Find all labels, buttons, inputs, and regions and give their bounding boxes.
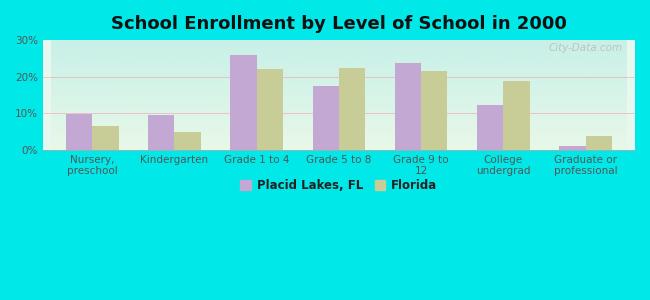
- Bar: [257, 69, 283, 150]
- Bar: [560, 146, 586, 150]
- Bar: [92, 126, 118, 150]
- Bar: [421, 71, 447, 150]
- Bar: [148, 115, 174, 150]
- Bar: [503, 81, 530, 150]
- Title: School Enrollment by Level of School in 2000: School Enrollment by Level of School in …: [111, 15, 567, 33]
- Bar: [313, 86, 339, 150]
- Bar: [66, 114, 92, 150]
- Legend: Placid Lakes, FL, Florida: Placid Lakes, FL, Florida: [235, 174, 443, 197]
- Bar: [477, 105, 503, 150]
- Bar: [339, 68, 365, 150]
- Bar: [230, 55, 257, 150]
- Bar: [586, 136, 612, 150]
- Bar: [174, 132, 201, 150]
- Bar: [395, 63, 421, 150]
- Text: City-Data.com: City-Data.com: [549, 44, 623, 53]
